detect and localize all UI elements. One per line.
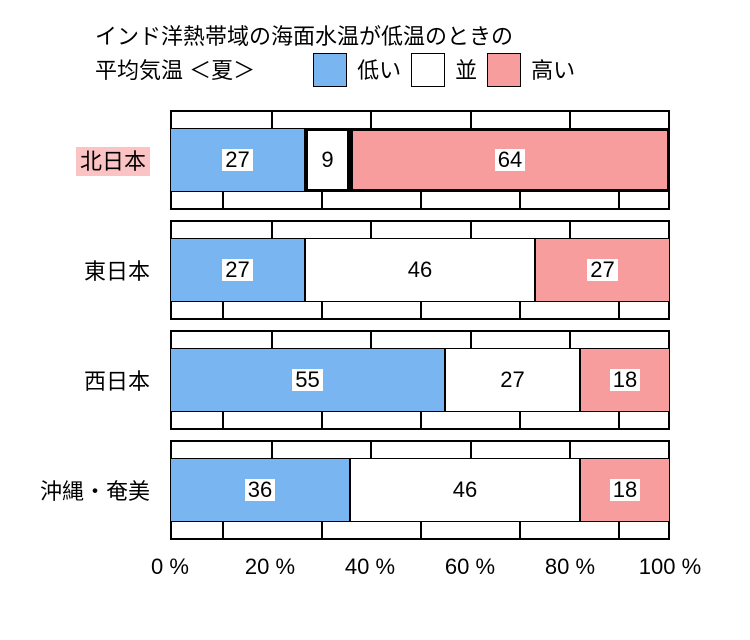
bar-segment-high: 27 (535, 238, 670, 302)
bar-segment-low: 55 (170, 348, 445, 412)
x-axis-label: 60 % (445, 554, 495, 580)
bar-segment-high: 18 (580, 458, 670, 522)
bar-segment-value: 36 (245, 479, 275, 501)
bar-segment-mid: 9 (305, 128, 350, 192)
bar-segment-value: 46 (405, 259, 435, 281)
bar-segment-value: 27 (497, 369, 527, 391)
bar-segment-value: 18 (610, 479, 640, 501)
x-axis-label: 80 % (545, 554, 595, 580)
stacked-bar: 55 27 18 (170, 348, 670, 412)
bar-segment-value: 64 (495, 149, 525, 171)
legend-label: 高い (531, 54, 575, 87)
chart-container: インド洋熱帯域の海面水温が低温のときの 平均気温 ＜夏＞ 低い 並 高い 0 % 20… (0, 0, 750, 640)
bar-segment-value: 27 (587, 259, 617, 281)
bar-segment-value: 9 (318, 149, 336, 171)
stacked-bar: 27 9 64 (170, 128, 670, 192)
bar-segment-mid: 46 (350, 458, 580, 522)
bar-segment-value: 27 (222, 259, 252, 281)
title-line-2: 平均気温 ＜夏＞ 低い 並 高い (95, 53, 750, 87)
y-axis-label: 東日本 (15, 254, 160, 286)
legend-label: 低い (357, 54, 401, 87)
bar-segment-high: 64 (350, 128, 670, 192)
chart-title: インド洋熱帯域の海面水温が低温のときの 平均気温 ＜夏＞ 低い 並 高い (95, 20, 750, 87)
title-subtitle: 平均気温 ＜夏＞ (95, 54, 255, 87)
legend-swatch (313, 53, 347, 87)
y-axis-label: 沖縄・奄美 (15, 474, 160, 506)
bar-segment-low: 36 (170, 458, 350, 522)
bar-segment-value: 18 (610, 369, 640, 391)
stacked-bar: 36 46 18 (170, 458, 670, 522)
bar-segment-value: 55 (292, 369, 322, 391)
legend: 低い 並 高い (313, 53, 575, 87)
stacked-bar: 27 46 27 (170, 238, 670, 302)
legend-swatch (487, 53, 521, 87)
title-line-1: インド洋熱帯域の海面水温が低温のときの (95, 20, 750, 53)
bar-segment-low: 27 (170, 128, 305, 192)
plot-area: 0 %20 %40 %60 %80 %100 %北日本27964東日本27462… (170, 110, 670, 540)
x-axis-label: 20 % (245, 554, 295, 580)
bar-segment-value: 27 (222, 149, 252, 171)
bar-segment-low: 27 (170, 238, 305, 302)
bar-segment-high: 18 (580, 348, 670, 412)
bar-segment-mid: 46 (305, 238, 535, 302)
x-axis-label: 0 % (151, 554, 189, 580)
x-axis-label: 40 % (345, 554, 395, 580)
legend-label: 並 (455, 54, 477, 87)
y-axis-label: 北日本 (15, 144, 160, 176)
bar-segment-mid: 27 (445, 348, 580, 412)
legend-swatch (411, 53, 445, 87)
bar-segment-value: 46 (450, 479, 480, 501)
x-axis-label: 100 % (639, 554, 701, 580)
y-axis-label: 西日本 (15, 364, 160, 396)
